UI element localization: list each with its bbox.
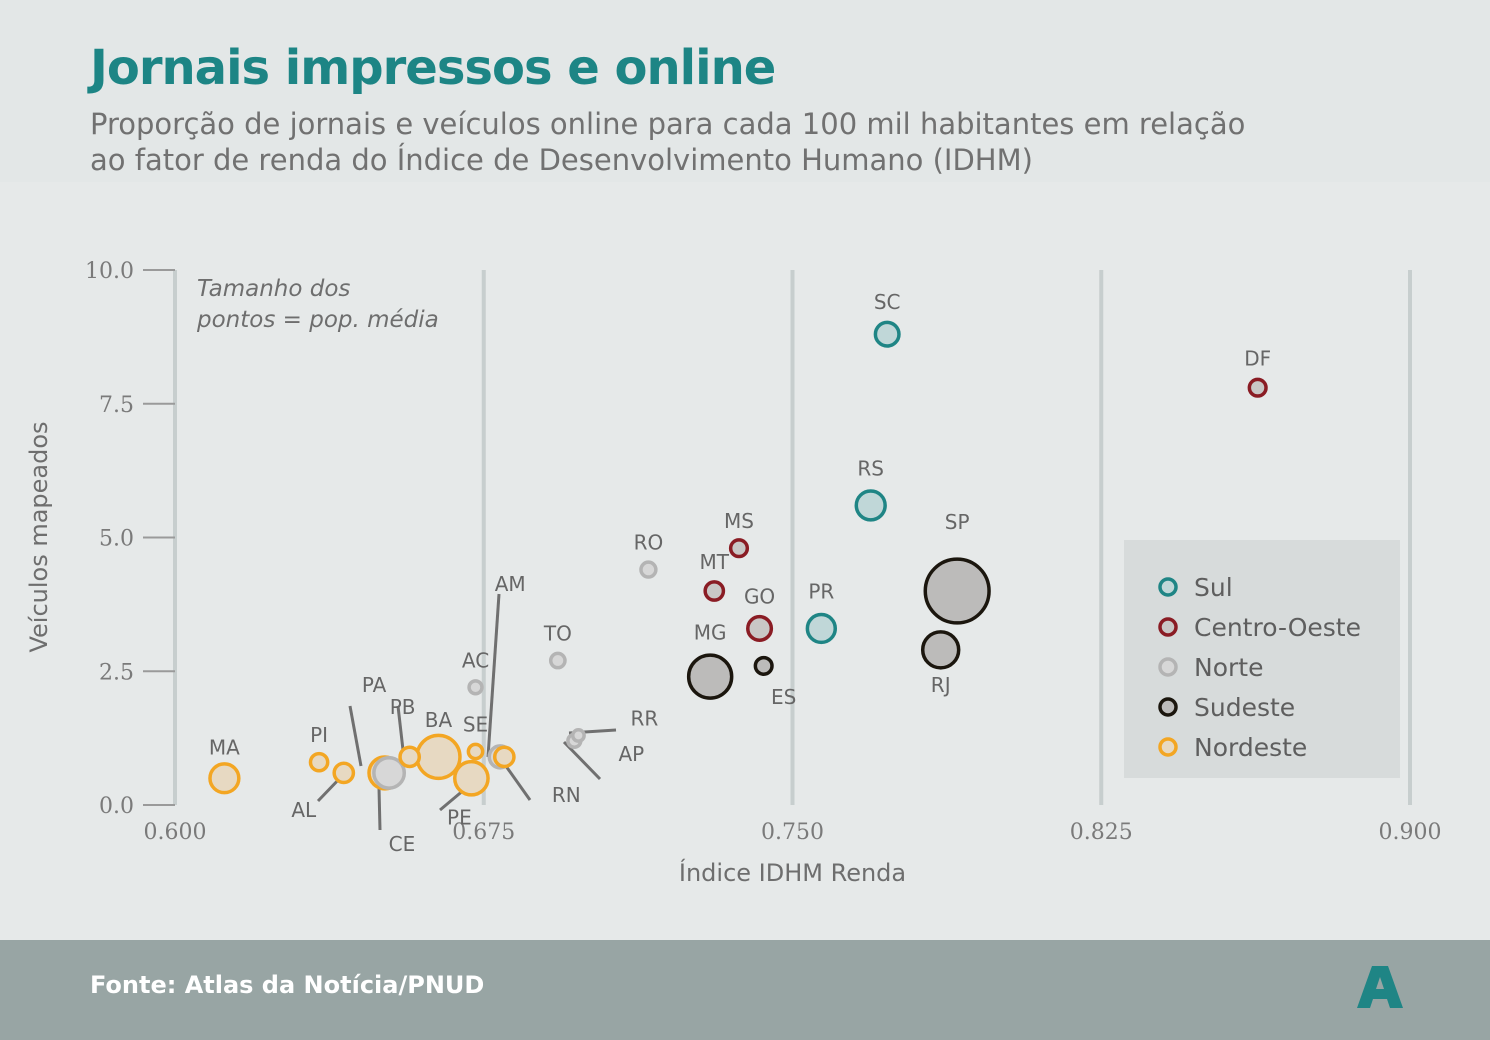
- point-rs: [854, 489, 887, 522]
- point-label-pi: PI: [310, 723, 328, 747]
- point-pa: [372, 755, 407, 790]
- point-mt: [703, 580, 726, 602]
- scatter-chart: 0.600 0.675 0.750 0.825 0.900 0.0 2.5 5.0 7.5 10.…: [25, 259, 1441, 887]
- legend-marker-3: [1158, 697, 1178, 717]
- y-tick-label: 2.5: [99, 660, 134, 685]
- x-tick-label: 0.675: [452, 820, 515, 845]
- legend: Sul Centro-Oeste Norte Sudeste Nordeste: [1124, 540, 1400, 778]
- point-label-al: AL: [291, 798, 317, 822]
- legend-marker-2: [1158, 657, 1178, 677]
- point-label-ms: MS: [724, 509, 754, 533]
- point-label-pb: PB: [390, 695, 416, 719]
- legend-marker-1: [1158, 617, 1178, 637]
- point-label-se: SE: [463, 713, 488, 737]
- point-df: [1247, 377, 1268, 398]
- point-label-mg: MG: [694, 621, 727, 645]
- point-pi: [308, 751, 330, 773]
- leader-line-pb: [396, 705, 405, 751]
- chart-subtitle: Proporção de jornais e veículos online p…: [90, 107, 1246, 177]
- y-tick-label: 7.5: [99, 393, 134, 418]
- leader-line-ap: [562, 740, 602, 781]
- point-label-ap: AP: [618, 742, 644, 766]
- point-label-sp: SP: [945, 510, 970, 534]
- point-sc: [873, 320, 901, 348]
- point-pr: [805, 612, 838, 645]
- chart-title: Jornais impressos e online: [90, 40, 776, 96]
- header-band: [0, 0, 1490, 182]
- x-tick-label: 0.750: [761, 820, 824, 845]
- point-ms: [728, 538, 750, 559]
- point-label-sc: SC: [874, 290, 901, 314]
- point-label-pr: PR: [808, 579, 834, 603]
- x-axis-title: Índice IDHM Renda: [679, 858, 906, 887]
- legend-label-2: Norte: [1194, 653, 1263, 682]
- atlas-logo-icon: [1357, 966, 1403, 1008]
- legend-label-1: Centro-Oeste: [1194, 613, 1361, 642]
- leader-line-am: [486, 593, 501, 758]
- point-ma: [208, 762, 241, 795]
- point-label-es: ES: [771, 685, 796, 709]
- point-label-to: TO: [543, 622, 572, 646]
- point-label-pe: PE: [447, 805, 472, 829]
- point-label-rn: RN: [552, 783, 581, 807]
- point-rn: [492, 745, 516, 769]
- point-label-ac: AC: [462, 648, 489, 672]
- legend-label-3: Sudeste: [1194, 693, 1295, 722]
- data-points: [208, 320, 1268, 797]
- size-note-line-2: pontos = pop. média: [196, 307, 439, 333]
- footer: Fonte: Atlas da Notícia/PNUD: [0, 940, 1490, 1040]
- point-go: [746, 614, 774, 642]
- point-sp: [923, 557, 991, 625]
- point-label-pa: PA: [362, 673, 387, 697]
- y-tick-label: 5.0: [99, 527, 134, 552]
- point-labels: SC DF RS PR SP RJ MG ES MS MT GO RO TO AC AM RR AP PA MA PI…: [209, 290, 1271, 856]
- point-pe: [452, 759, 490, 797]
- point-label-ro: RO: [634, 531, 664, 555]
- point-se: [466, 742, 485, 761]
- point-rr: [570, 728, 586, 743]
- size-note-line-1: Tamanho dos: [197, 276, 350, 302]
- point-label-ma: MA: [209, 735, 240, 759]
- point-label-ba: BA: [425, 708, 453, 732]
- legend-label-4: Nordeste: [1194, 733, 1307, 762]
- legend-label-0: Sul: [1194, 573, 1233, 602]
- point-label-ce: CE: [389, 832, 416, 856]
- point-label-rj: RJ: [931, 673, 951, 697]
- leader-line-pa: [348, 705, 363, 767]
- point-mg: [686, 653, 734, 700]
- point-rj: [920, 630, 961, 670]
- grid-lines: [173, 270, 1412, 805]
- point-label-df: DF: [1244, 347, 1271, 371]
- point-label-am: AM: [495, 572, 526, 596]
- x-tick-label: 0.900: [1379, 820, 1442, 845]
- point-al: [332, 761, 356, 785]
- point-ba: [415, 733, 462, 781]
- x-tick-label: 0.600: [144, 820, 207, 845]
- point-es: [753, 655, 774, 676]
- legend-marker-4: [1158, 737, 1178, 757]
- point-label-rs: RS: [857, 456, 884, 480]
- point-ac: [467, 679, 484, 696]
- legend-marker-0: [1158, 577, 1178, 597]
- y-tick-label: 0.0: [99, 794, 134, 819]
- point-label-mt: MT: [700, 550, 730, 574]
- size-note: Tamanho dos pontos = pop. média: [196, 276, 439, 333]
- point-label-rr: RR: [631, 706, 659, 730]
- axes: 0.600 0.675 0.750 0.825 0.900 0.0 2.5 5.0 7.5 10.…: [25, 259, 1441, 887]
- point-to: [548, 651, 567, 670]
- y-tick-label: 10.0: [85, 259, 134, 284]
- point-pb: [398, 745, 422, 769]
- leader-line-ce: [377, 787, 382, 831]
- point-ro: [639, 560, 658, 579]
- source-text: Fonte: Atlas da Notícia/PNUD: [90, 971, 485, 999]
- point-label-go: GO: [744, 584, 775, 608]
- y-axis-title: Veículos mapeados: [25, 421, 53, 652]
- x-tick-label: 0.825: [1070, 820, 1133, 845]
